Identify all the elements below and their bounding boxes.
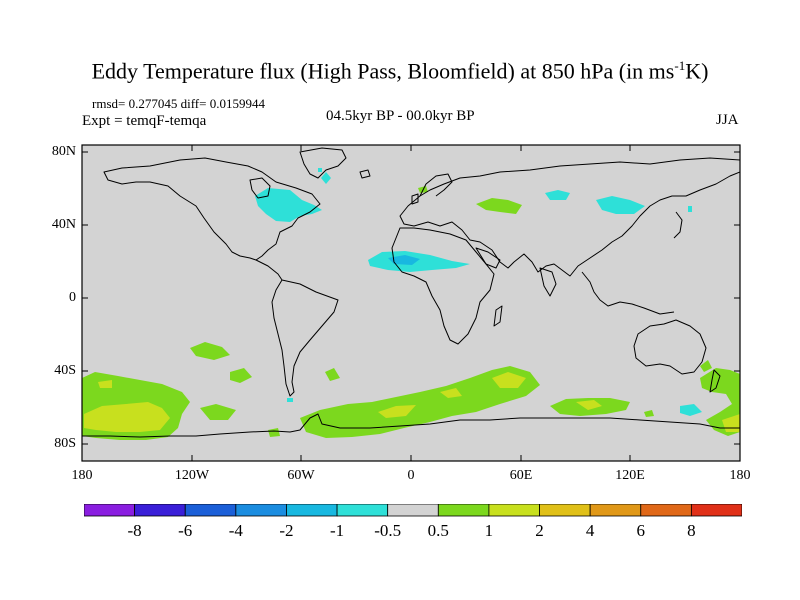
lat-label-80n: 80N xyxy=(51,144,76,159)
anomaly-patch-southern-ocean-atlantic-core-b xyxy=(492,372,526,388)
coast-australia xyxy=(633,319,707,375)
colorbar-box xyxy=(134,504,186,517)
colorbar-box xyxy=(589,504,642,517)
coast-central-america xyxy=(255,259,283,281)
anomaly-patch-iceland xyxy=(318,168,322,172)
coast-greenland xyxy=(299,147,347,179)
lon-label-120w: 120W xyxy=(174,468,210,483)
anomaly-patch-southern-ocean-west-spot xyxy=(98,380,112,388)
colorbar-label: -8 xyxy=(127,521,142,540)
lon-label-180w: 180 xyxy=(71,468,93,483)
colorbar-box xyxy=(286,504,338,517)
coast-new-zealand xyxy=(709,369,721,393)
rmsd-diff-stats: rmsd= 0.277045 diff= 0.0159944 xyxy=(92,96,265,111)
lat-label-eq: 0 xyxy=(69,290,76,305)
colorbar-label: -0.5 xyxy=(374,521,402,540)
anomaly-patch-new-zealand xyxy=(700,360,712,372)
anomaly-patch-drake xyxy=(287,398,293,402)
coastlines xyxy=(82,147,740,438)
lon-label-120e: 120E xyxy=(615,468,645,483)
anomaly-patch-south-atlantic xyxy=(325,368,340,381)
colorbar-box xyxy=(84,504,136,517)
colorbar-label: 6 xyxy=(636,521,646,540)
colorbar-label: -1 xyxy=(329,521,345,540)
anomaly-patch-southern-ocean-west-core xyxy=(84,402,170,432)
anomaly-shading xyxy=(82,168,740,440)
experiment-label: Expt = temqF-temqa xyxy=(82,113,207,129)
anomaly-patch-southern-ocean-small xyxy=(268,428,280,437)
anomaly-patch-mongolia-cyan xyxy=(596,196,645,214)
colorbar-box xyxy=(488,504,540,517)
anomaly-patch-southern-ocean-atlantic-core-a xyxy=(378,405,416,418)
coast-madagascar xyxy=(493,305,503,327)
lon-label-180e: 180 xyxy=(729,468,751,483)
anomaly-patch-north-america xyxy=(255,188,322,222)
lat-label-40n: 40N xyxy=(51,217,76,232)
anomaly-patch-central-asia-cyan xyxy=(545,190,570,200)
colorbar-box xyxy=(387,504,439,517)
coast-british-isles xyxy=(411,193,419,205)
colorbar-label: 4 xyxy=(585,521,595,540)
colorbar-label: -4 xyxy=(228,521,243,540)
colorbar-box xyxy=(539,504,591,517)
season-label: JJA xyxy=(716,112,739,128)
colorbar-label: -2 xyxy=(279,521,294,540)
coast-japan xyxy=(673,211,683,239)
plot-title: Eddy Temperature flux (High Pass, Bloomf… xyxy=(91,58,709,84)
axis-ticks xyxy=(81,145,741,461)
coast-hudson-bay xyxy=(249,177,271,199)
colorbar-box xyxy=(640,504,692,517)
coast-europe-asia xyxy=(399,157,740,277)
coast-antarctica xyxy=(82,413,740,438)
colorbar-box xyxy=(235,504,287,517)
coast-south-america xyxy=(271,279,339,397)
anomaly-patch-southern-ocean-atlantic-core-c xyxy=(440,388,462,398)
lon-label-60e: 60E xyxy=(509,468,533,483)
anomaly-patch-greenland xyxy=(321,172,331,184)
colorbar-label: -6 xyxy=(178,521,193,540)
colorbar-box xyxy=(437,504,490,517)
anomaly-patch-southern-ocean-indian-core xyxy=(576,400,602,410)
anomaly-patch-central-asia-green xyxy=(476,198,522,214)
coast-india xyxy=(539,267,557,297)
anomaly-patch-south-pacific-b xyxy=(230,368,252,383)
coast-north-america xyxy=(103,157,321,261)
colorbar xyxy=(84,504,742,517)
colorbar-label: 1 xyxy=(484,521,494,540)
colorbar-label: 8 xyxy=(687,521,696,540)
colorbar-box xyxy=(336,504,389,517)
anomaly-patch-southern-ocean-indian-cyan xyxy=(680,404,702,416)
coast-scandinavia xyxy=(419,173,453,197)
anomaly-patch-japan xyxy=(688,206,692,212)
anomaly-patch-southern-ocean-indian-small xyxy=(644,410,654,417)
coast-africa xyxy=(391,227,495,345)
period-label: 04.5kyr BP - 00.0kyr BP xyxy=(326,108,475,124)
colorbar-label: 2 xyxy=(535,521,544,540)
anomaly-patch-southern-ocean-atlantic xyxy=(300,366,540,438)
anomaly-patch-sahara-core xyxy=(388,255,420,265)
colorbar-label: 0.5 xyxy=(427,521,449,540)
anomaly-patch-south-pacific-a xyxy=(190,342,230,360)
coast-southeast-asia xyxy=(581,271,675,315)
colorbar-box xyxy=(690,504,742,517)
lat-label-80s: 80S xyxy=(54,436,76,451)
anomaly-patch-southern-ocean-mid xyxy=(200,404,236,420)
coast-iceland xyxy=(359,169,371,179)
colorbar-box xyxy=(184,504,237,517)
coast-arabia xyxy=(475,247,501,269)
lon-label-60w: 60W xyxy=(287,468,315,483)
lon-label-0: 0 xyxy=(407,468,415,483)
lat-label-40s: 40S xyxy=(54,363,76,378)
